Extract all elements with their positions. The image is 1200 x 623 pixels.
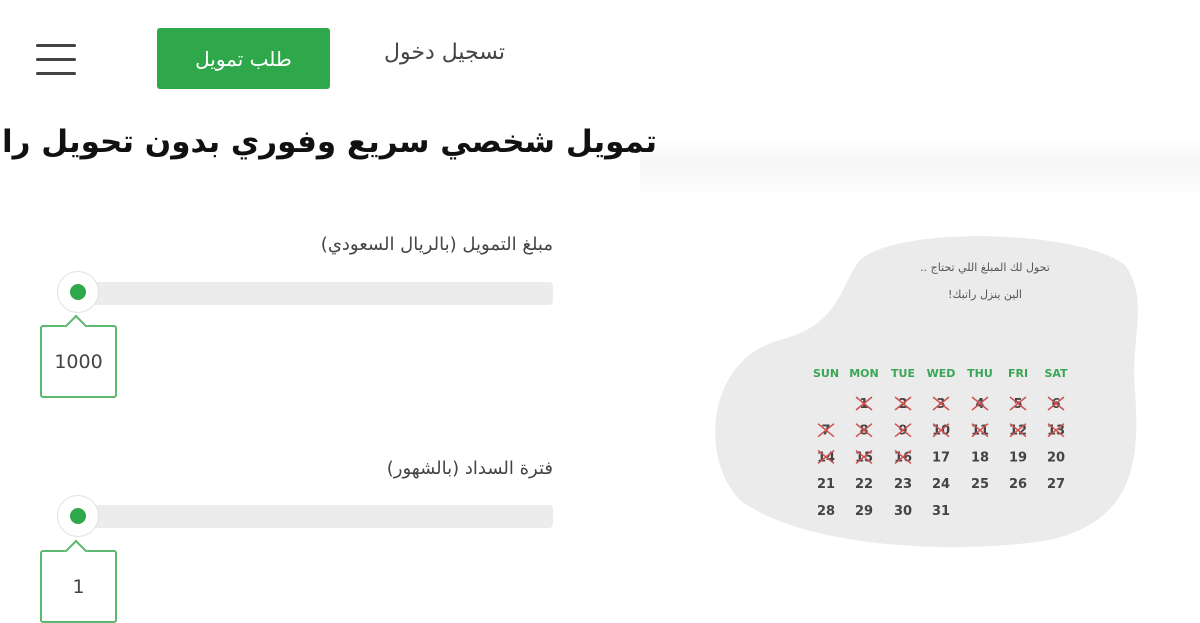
cross-mark xyxy=(932,423,950,438)
field-label: فترة السداد (بالشهور) xyxy=(386,458,553,479)
calendar-day: 27 xyxy=(1047,477,1065,492)
weekday: WED xyxy=(927,367,956,380)
cross-mark xyxy=(932,396,950,411)
cross-mark xyxy=(817,449,835,464)
calendar-day: 7 xyxy=(821,424,830,439)
cross-mark xyxy=(855,396,873,411)
calendar-day: 25 xyxy=(971,477,989,492)
calendar-day: 9 xyxy=(898,424,907,439)
calendar-day: 17 xyxy=(932,450,950,465)
page-title: تمويل شخصي سريع وفوري بدون تحويل راتب xyxy=(0,124,657,160)
promo-illustration: تحول لك المبلغ اللي تحتاج .. الين ينزل ر… xyxy=(715,236,1138,548)
calendar-day: 21 xyxy=(817,477,835,492)
finance-button[interactable]: طلب تمويل xyxy=(157,28,330,89)
page: طلب تمويل تسجيل دخول تمويل شخصي سريع وفو… xyxy=(0,28,1200,623)
cross-mark xyxy=(894,423,912,438)
value-box: 1000 xyxy=(40,325,117,398)
calendar-day: 26 xyxy=(1009,477,1027,492)
calendar-day: 3 xyxy=(936,397,945,412)
calendar-day: 1 xyxy=(859,397,868,412)
background-band xyxy=(640,138,1200,200)
slider-thumb[interactable] xyxy=(57,495,99,537)
weekday: MON xyxy=(849,367,879,380)
calendar-day: 8 xyxy=(859,424,868,439)
cross-mark xyxy=(1009,423,1027,438)
calendar-day: 5 xyxy=(1013,397,1022,412)
calendar-day: 28 xyxy=(817,504,835,519)
cross-mark xyxy=(971,396,989,411)
cross-mark xyxy=(1047,396,1065,411)
calendar-day: 6 xyxy=(1051,397,1060,412)
calendar-day: 18 xyxy=(971,450,989,465)
cross-mark xyxy=(817,423,835,438)
weekday: SUN xyxy=(813,367,839,380)
calendar-day: 23 xyxy=(894,477,912,492)
calendar-day: 31 xyxy=(932,504,950,519)
calendar-day: 4 xyxy=(975,397,984,412)
login-link[interactable]: تسجيل دخول xyxy=(384,40,505,65)
cross-mark xyxy=(855,423,873,438)
slider-thumb[interactable] xyxy=(57,271,99,313)
calendar-day: 2 xyxy=(898,397,907,412)
promo-line: الين ينزل راتبك! xyxy=(948,288,1022,301)
calendar-day: 22 xyxy=(855,477,873,492)
cross-mark xyxy=(894,449,912,464)
calendar-day: 24 xyxy=(932,477,950,492)
weekday: SAT xyxy=(1044,367,1068,380)
slider-track[interactable] xyxy=(78,505,553,528)
field-label: مبلغ التمويل (بالريال السعودي) xyxy=(320,234,553,255)
weekday: TUE xyxy=(891,367,915,380)
blob xyxy=(715,236,1138,548)
cross-mark xyxy=(1047,423,1065,438)
calendar-day: 29 xyxy=(855,504,873,519)
calendar-day: 20 xyxy=(1047,450,1065,465)
cross-mark xyxy=(894,396,912,411)
calendar-day: 19 xyxy=(1009,450,1027,465)
cross-mark xyxy=(971,423,989,438)
menu-button[interactable] xyxy=(36,44,76,86)
calendar-day: 30 xyxy=(894,504,912,519)
cross-mark xyxy=(855,449,873,464)
promo-line: تحول لك المبلغ اللي تحتاج .. xyxy=(920,261,1050,274)
slider-track[interactable] xyxy=(78,282,553,305)
cross-mark xyxy=(1009,396,1027,411)
weekday: THU xyxy=(967,367,993,380)
weekday: FRI xyxy=(1008,367,1028,380)
